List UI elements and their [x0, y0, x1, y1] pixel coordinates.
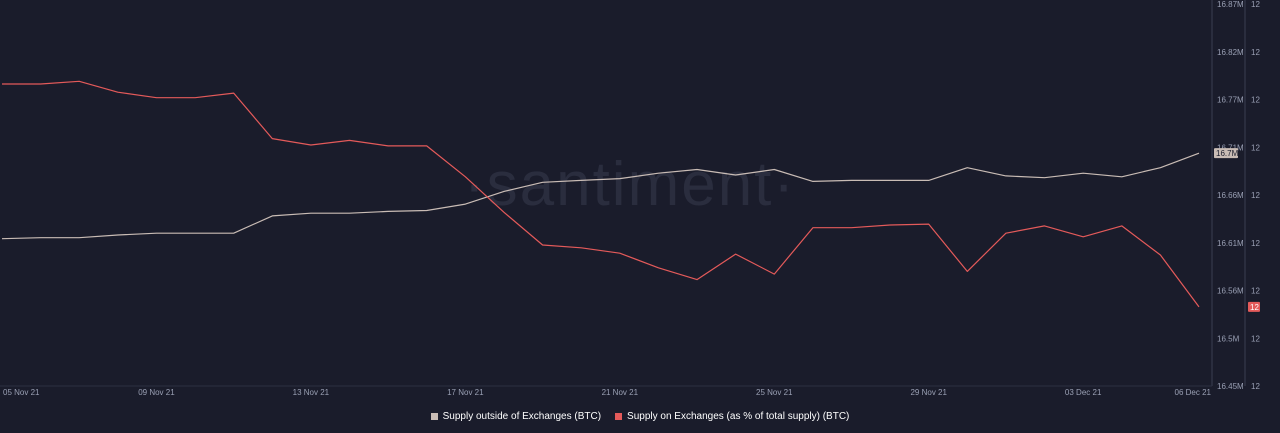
legend-label-outside: Supply outside of Exchanges (BTC) [442, 410, 602, 422]
y-tick-left: 16.82M [1217, 48, 1244, 57]
current-value-label-on: 12 [1250, 303, 1259, 312]
current-value-badge-outside [1214, 148, 1238, 159]
y-tick-right: 12 [1251, 0, 1260, 9]
y-tick-right: 12 [1251, 143, 1260, 152]
watermark: ·santiment· [464, 150, 796, 219]
y-tick-right: 12 [1251, 239, 1260, 248]
x-tick-label: 25 Nov 21 [756, 388, 793, 397]
line-chart: ·santiment· 16.87M 16.82M 16.77M 16.71M 16.6… [0, 0, 1260, 397]
x-tick-label: 06 Dec 21 [1175, 388, 1212, 397]
legend: Supply outside of Exchanges (BTC) Supply… [0, 406, 1280, 426]
y-tick-right: 12 [1251, 191, 1260, 200]
y-tick-right: 12 [1251, 334, 1260, 343]
x-tick-label: 17 Nov 21 [447, 388, 484, 397]
x-tick-label: 21 Nov 21 [602, 388, 639, 397]
y-tick-left: 16.56M [1217, 287, 1244, 296]
legend-item-on[interactable]: Supply on Exchanges (as % of total suppl… [615, 411, 849, 422]
current-value-badge-on [1248, 301, 1260, 312]
y-tick-right: 12 [1251, 287, 1260, 296]
x-tick-label: 05 Nov 21 [3, 388, 40, 397]
x-tick-label: 13 Nov 21 [293, 388, 330, 397]
legend-swatch-on [615, 412, 623, 420]
y-tick-left: 16.71M [1217, 143, 1244, 152]
y-tick-right: 12 [1251, 48, 1260, 57]
y-tick-left: 16.5M [1217, 334, 1240, 343]
current-value-label-outside: 16.7M [1216, 149, 1239, 158]
series-line-outside [1, 152, 1200, 240]
y-tick-right: 12 [1251, 382, 1260, 391]
legend-label-on: Supply on Exchanges (as % of total suppl… [627, 410, 850, 422]
legend-swatch-outside [430, 412, 438, 420]
y-tick-left: 16.61M [1217, 239, 1244, 248]
x-tick-label: 29 Nov 21 [910, 388, 947, 397]
x-tick-label: 09 Nov 21 [138, 388, 175, 397]
y-tick-right: 12 [1251, 96, 1260, 105]
series-line-on [2, 80, 1200, 308]
y-tick-left: 16.87M [1217, 0, 1244, 9]
y-tick-left: 16.66M [1217, 191, 1244, 200]
x-tick-label: 03 Dec 21 [1065, 388, 1102, 397]
y-tick-left: 16.77M [1217, 96, 1244, 105]
legend-item-outside[interactable]: Supply outside of Exchanges (BTC) [430, 410, 602, 422]
y-tick-left: 16.45M [1217, 382, 1244, 391]
